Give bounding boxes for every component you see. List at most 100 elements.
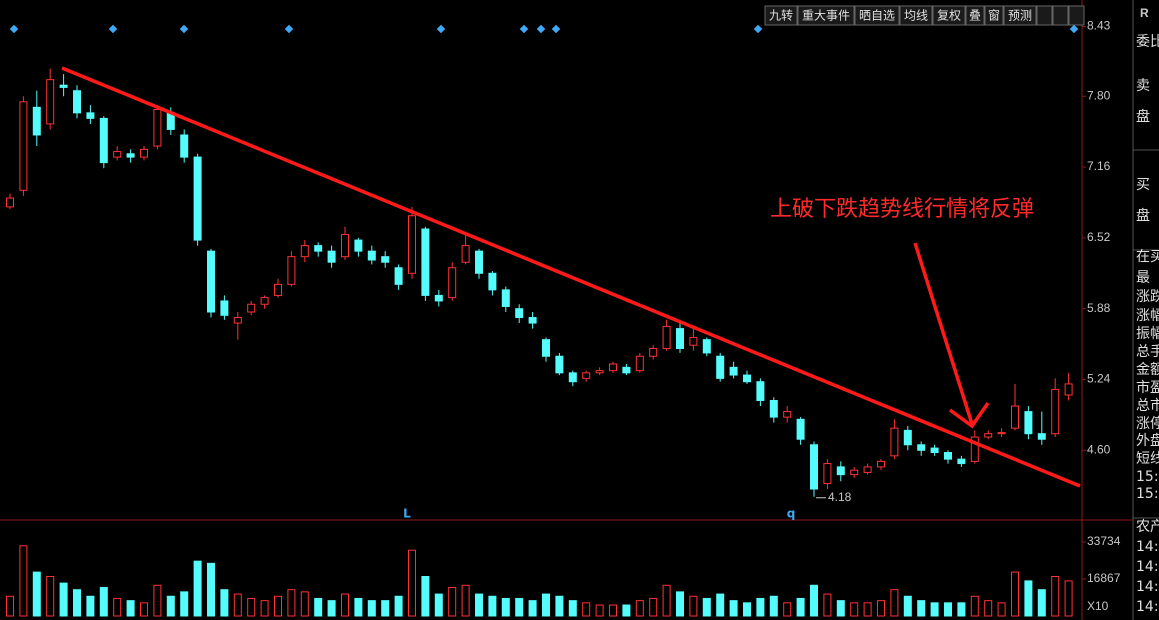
volume-tick-label: 33734 — [1087, 534, 1121, 548]
volume-bar — [716, 593, 725, 617]
toolbar-button[interactable] — [932, 5, 966, 26]
candle-body — [220, 300, 229, 316]
volume-bar — [930, 602, 939, 617]
candle-body — [917, 444, 926, 451]
candle-body — [32, 106, 41, 136]
candle-body — [528, 317, 537, 324]
side-label: 振幅 — [1136, 326, 1159, 342]
candle-body — [233, 317, 242, 324]
volume-bar — [729, 600, 738, 617]
volume-bar — [568, 600, 577, 617]
candle-body — [207, 250, 215, 313]
y-tick-label: 7.80 — [1087, 88, 1111, 102]
toolbar-button[interactable] — [797, 5, 855, 26]
signal-marker: q — [787, 507, 796, 521]
volume-bar — [220, 589, 229, 617]
volume-bar — [341, 593, 349, 617]
candle-body — [381, 256, 390, 263]
volume-bar — [274, 595, 282, 617]
candle-body — [609, 363, 617, 372]
toolbar-button[interactable] — [1003, 5, 1037, 26]
candle-body — [595, 370, 604, 374]
side-label: 15:0 — [1136, 486, 1159, 502]
volume-bar — [367, 600, 376, 617]
candle-body — [622, 366, 631, 374]
candle-body — [997, 432, 1006, 435]
volume-bar — [314, 597, 323, 617]
side-label: 最 — [1136, 270, 1150, 286]
toolbar-button[interactable] — [965, 5, 985, 26]
candle-body — [461, 245, 470, 263]
candle-body — [475, 250, 483, 274]
y-tick-label: 7.16 — [1087, 159, 1111, 173]
candle-body — [716, 355, 725, 379]
volume-bar — [609, 604, 617, 617]
toolbar-button[interactable] — [854, 5, 900, 26]
toolbar-icon-menu[interactable] — [1068, 5, 1085, 26]
volume-bar — [769, 595, 778, 617]
toolbar-label: 复权 — [937, 9, 961, 23]
toolbar-button[interactable] — [764, 5, 798, 26]
toolbar-button[interactable] — [984, 5, 1004, 26]
y-tick-label: 5.88 — [1087, 301, 1111, 315]
candle-body — [877, 460, 885, 468]
candle-body — [99, 117, 108, 164]
candle-body — [863, 466, 872, 473]
side-label: 14:5 — [1136, 539, 1159, 555]
toolbar-label: 预测 — [1008, 9, 1032, 23]
candle-body — [287, 256, 296, 285]
candle-body — [769, 400, 778, 418]
candle-body — [300, 245, 309, 258]
volume-bar — [434, 593, 443, 617]
toolbar-icon-lock[interactable] — [1036, 5, 1053, 26]
candle-body — [1064, 383, 1073, 396]
volume-bar — [649, 597, 658, 617]
side-label: 农产 — [1136, 519, 1159, 535]
volume-bar — [542, 593, 550, 617]
volume-bar — [528, 600, 537, 617]
signal-marker: L — [403, 507, 411, 521]
candle-body — [702, 339, 711, 354]
volume-bar — [46, 576, 55, 617]
side-label: 涨跌 — [1136, 289, 1159, 305]
candle-body — [796, 418, 805, 440]
volume-bar — [501, 597, 510, 617]
volume-bar — [1051, 576, 1060, 617]
volume-bar — [622, 604, 631, 617]
toolbar-label: 晒自选 — [859, 9, 895, 23]
side-label: 委比 — [1136, 34, 1159, 50]
volume-bar — [890, 589, 899, 617]
volume-bar — [836, 600, 845, 617]
plot: 8.43 7.80 7.16 6.52 5.88 5.24 4.60 33734 16867 X1… — [6, 19, 1121, 617]
candle-body — [260, 297, 269, 305]
volume-unit: X10 — [1087, 599, 1109, 613]
candle-body — [944, 452, 952, 460]
volume-bar — [193, 560, 202, 617]
volume-bar — [555, 595, 564, 617]
volume-bar — [1024, 580, 1033, 617]
volume-bar — [689, 595, 698, 617]
candle-body — [501, 289, 510, 307]
toolbar-button[interactable] — [899, 5, 933, 26]
candle-body — [153, 109, 162, 147]
volume-bar — [475, 593, 483, 617]
volume-bar — [408, 549, 416, 617]
candle-body — [930, 447, 939, 454]
candle-body — [327, 250, 336, 263]
candle-body — [756, 381, 765, 402]
volume-bar — [1064, 580, 1073, 617]
side-label: 涨幅 — [1136, 308, 1159, 324]
arrow — [913, 242, 990, 429]
volume-bar — [796, 597, 805, 617]
volume-bar — [140, 602, 148, 617]
toolbar-icon-forward[interactable] — [1052, 5, 1069, 26]
candle-body — [1024, 411, 1033, 435]
candle-body — [421, 228, 430, 296]
volume-bar — [260, 600, 269, 617]
volume-bar — [86, 595, 95, 617]
volume-bar — [850, 602, 859, 617]
side-label: 总市 — [1136, 397, 1159, 414]
candle-body — [850, 469, 859, 476]
volume-bar — [461, 584, 470, 617]
volume-bar — [676, 591, 684, 617]
